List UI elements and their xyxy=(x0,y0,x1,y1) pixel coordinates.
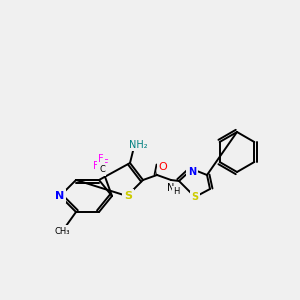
Text: S: S xyxy=(191,192,199,202)
Text: F: F xyxy=(103,159,109,169)
Text: N: N xyxy=(167,183,175,193)
Text: S: S xyxy=(124,191,132,201)
Text: N: N xyxy=(56,191,64,201)
Text: O: O xyxy=(159,162,167,172)
Text: N: N xyxy=(188,167,196,177)
Text: H: H xyxy=(173,188,179,196)
Text: C: C xyxy=(99,166,105,175)
Text: NH₂: NH₂ xyxy=(129,140,147,150)
Text: F: F xyxy=(93,161,99,171)
Text: CH₃: CH₃ xyxy=(54,226,70,236)
Text: F: F xyxy=(98,154,104,164)
